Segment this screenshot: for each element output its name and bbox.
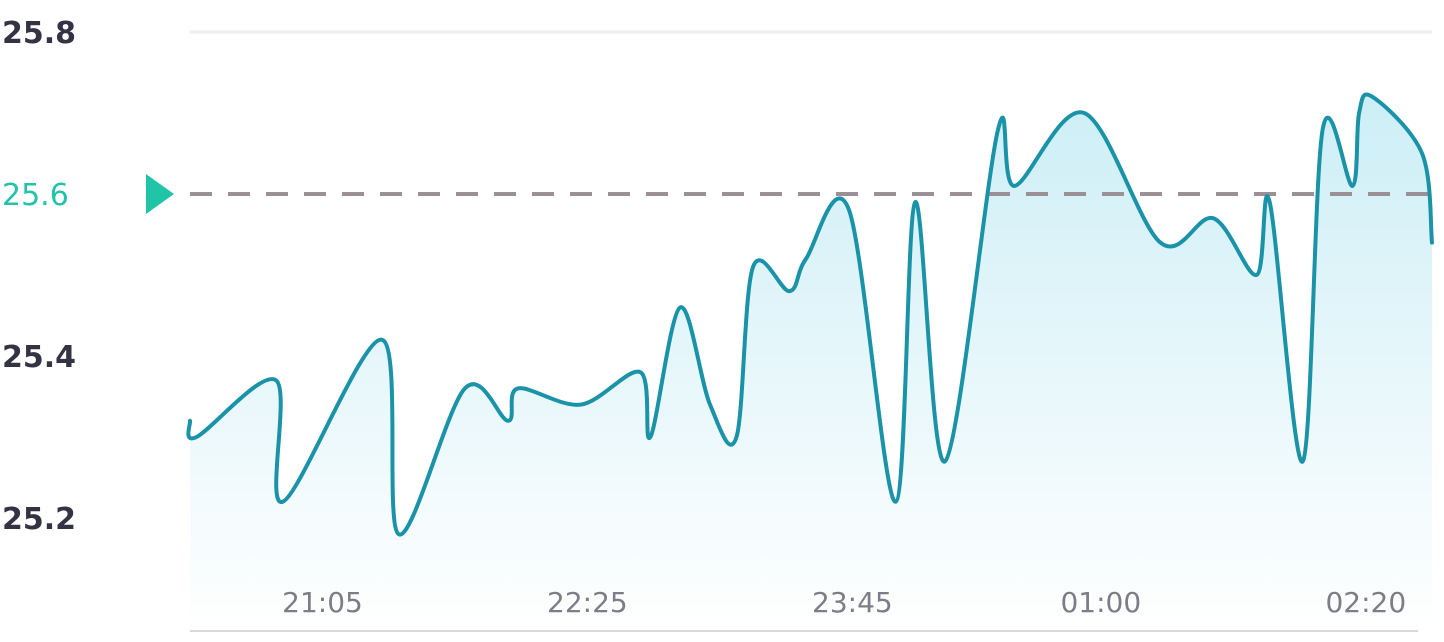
area-layer (188, 94, 1432, 630)
x-tick-label: 02:20 (1325, 586, 1406, 619)
y-tick-label: 25.8 (2, 16, 76, 51)
series-line (186, 92, 1434, 537)
reference-layer (146, 174, 1432, 214)
x-tick-label: 23:45 (812, 586, 893, 619)
y-tick-label: 25.4 (2, 340, 76, 375)
series-area-fill (188, 94, 1432, 630)
current-value-marker-icon (146, 174, 174, 214)
x-tick-label: 22:25 (547, 586, 628, 619)
x-tick-label: 21:05 (282, 586, 363, 619)
y-tick-label: 25.2 (2, 502, 76, 537)
x-tick-label: 01:00 (1060, 586, 1141, 619)
y-tick-label-current-value: 25.6 (2, 178, 69, 213)
line-layer (186, 92, 1434, 537)
axis-layer: 25.8 25.6 25.4 25.2 21:05 22:25 23:45 01:00 02:2… (2, 16, 1406, 619)
